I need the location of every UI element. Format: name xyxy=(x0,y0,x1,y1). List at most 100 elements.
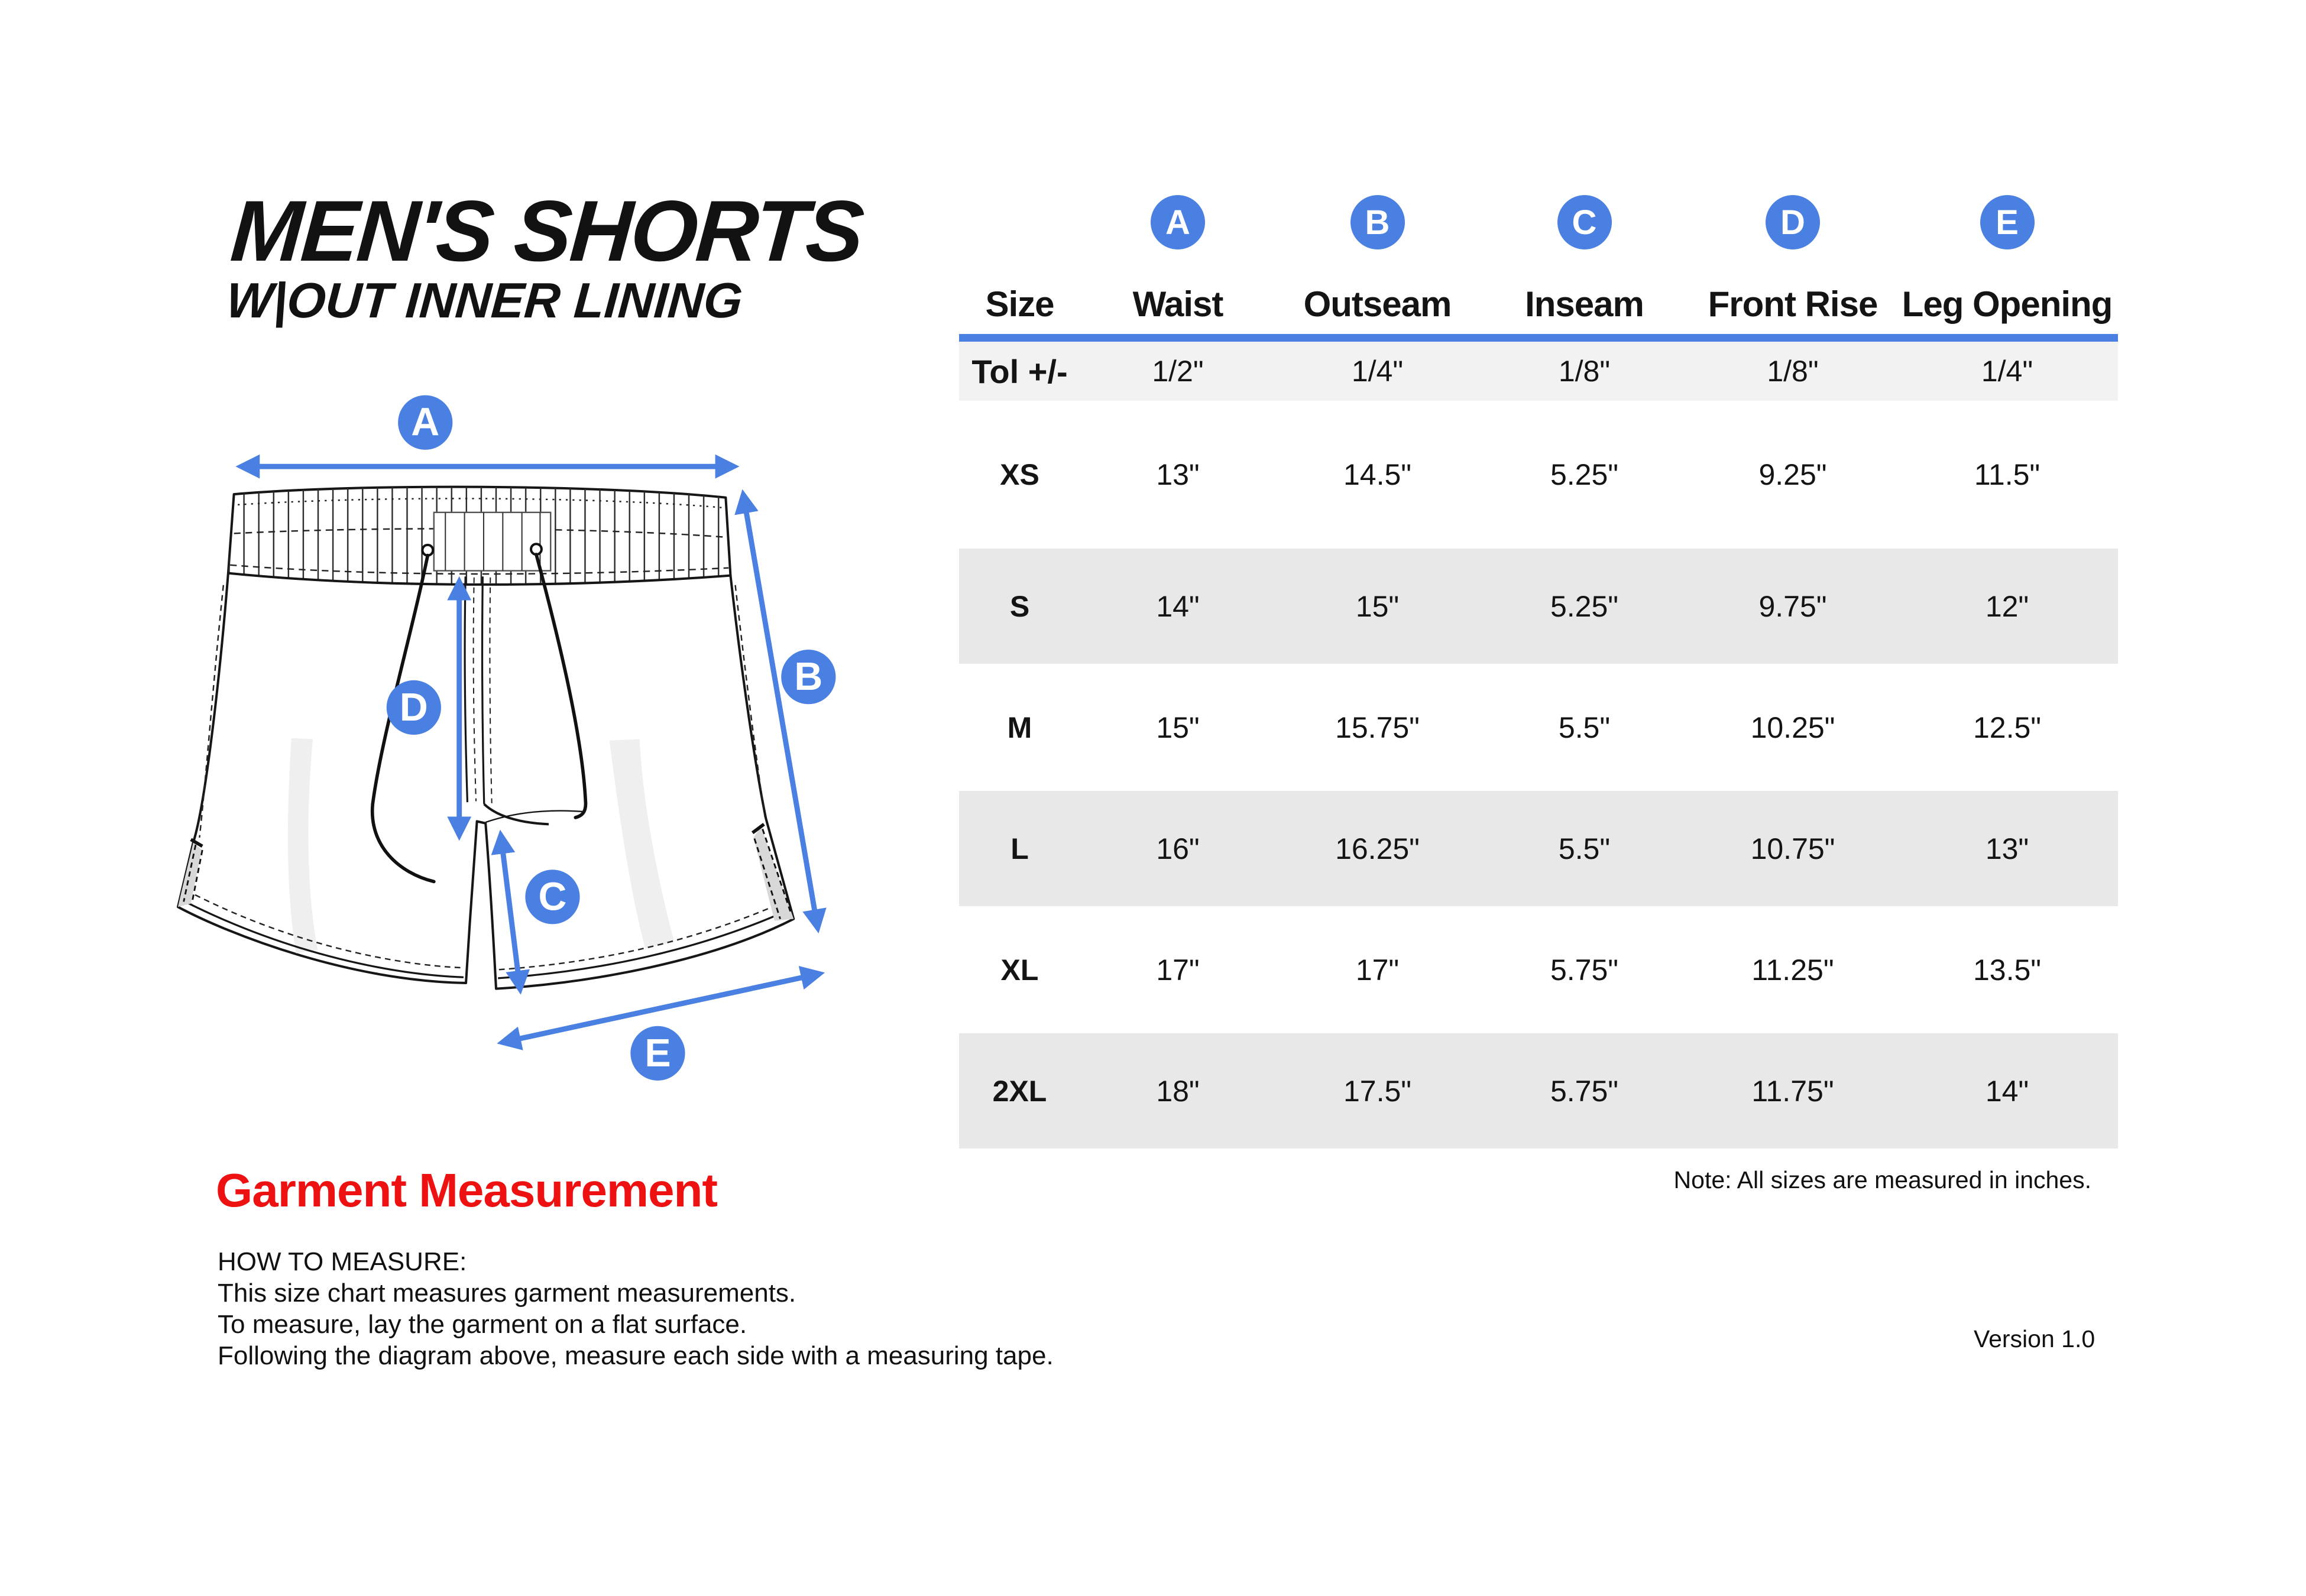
fly-right-line xyxy=(481,576,485,805)
header-outseam: Outseam xyxy=(1303,284,1452,324)
leg-opening-value: 14" xyxy=(1985,1074,2029,1108)
inseam-value: 5.25" xyxy=(1550,458,1619,491)
header-size: Size xyxy=(985,284,1054,324)
column-letters-row: A B C D E xyxy=(959,195,2118,262)
how-to-measure-line-1: This size chart measures garment measure… xyxy=(218,1279,796,1308)
how-to-measure-line-3: Following the diagram above, measure eac… xyxy=(218,1341,1054,1370)
inseam-value: 5.5" xyxy=(1558,711,1611,744)
product-title: MEN'S SHORTS xyxy=(228,183,866,279)
inseam-arrow-C xyxy=(491,829,530,995)
how-to-measure-line-2: To measure, lay the garment on a flat su… xyxy=(218,1310,747,1339)
outseam-value: 17.5" xyxy=(1343,1074,1412,1108)
left-slit-stitch-2 xyxy=(191,849,203,904)
inseam-value: 5.25" xyxy=(1550,589,1619,623)
leg-opening-value: 11.5" xyxy=(1974,458,2041,491)
waistband-top-stitch xyxy=(238,498,722,508)
tolerance-front-rise: 1/8" xyxy=(1767,355,1819,388)
front-rise-value: 9.75" xyxy=(1758,589,1827,623)
units-note: Note: All sizes are measured in inches. xyxy=(1673,1166,2091,1193)
outseam-value: 15.75" xyxy=(1335,711,1420,744)
left-hem-stitch xyxy=(186,889,461,969)
left-leg-shading xyxy=(287,738,318,953)
column-letter-c: C xyxy=(1557,195,1612,249)
tolerance-inseam: 1/8" xyxy=(1558,355,1611,388)
inseam-value: 5.5" xyxy=(1558,832,1611,865)
waist-value: 16" xyxy=(1156,832,1200,865)
size-label: XL xyxy=(1000,953,1039,987)
table-row-2xl: 2XL 18" 17.5" 5.75" 11.75" 14" xyxy=(959,1033,2118,1149)
table-row-m: M 15" 15.75" 5.5" 10.25" 12.5" xyxy=(959,664,2118,791)
table-row-s: S 14" 15" 5.25" 9.75" 12" xyxy=(959,549,2118,664)
size-label: L xyxy=(1011,832,1029,865)
diagram-label-C: C xyxy=(525,870,580,924)
drawcord-panel xyxy=(433,511,552,572)
crotch-seam xyxy=(483,803,549,826)
left-slit-stitch xyxy=(183,844,197,902)
waist-value: 15" xyxy=(1156,711,1200,744)
size-table: A B C D E Size Waist Outseam Inseam Fron… xyxy=(959,195,2118,1194)
front-rise-value: 9.25" xyxy=(1758,458,1827,491)
left-bartack xyxy=(190,838,203,848)
how-to-measure-block: HOW TO MEASURE: This size chart measures… xyxy=(218,1246,1054,1371)
header-inseam: Inseam xyxy=(1525,284,1644,324)
left-outseam-stitch xyxy=(199,585,225,838)
svg-text:A: A xyxy=(411,401,439,445)
tolerance-row: Tol +/- 1/2" 1/4" 1/8" 1/8" 1/4" xyxy=(959,342,2118,401)
right-leg-shading xyxy=(609,739,674,949)
outseam-value: 14.5" xyxy=(1343,458,1412,491)
shorts-flat-sketch: A B C D E xyxy=(176,395,836,1081)
product-subtitle: W|OUT INNER LINING xyxy=(224,273,744,328)
front-rise-value: 11.25" xyxy=(1751,953,1834,987)
front-rise-value: 10.25" xyxy=(1750,711,1835,744)
leg-opening-value: 13.5" xyxy=(1973,953,2042,987)
fly-center-stitch xyxy=(472,577,477,802)
leg-opening-value: 13" xyxy=(1985,832,2029,865)
title-block: MEN'S SHORTS W|OUT INNER LINING xyxy=(224,183,866,328)
waist-value: 17" xyxy=(1156,953,1200,987)
column-letter-a: A xyxy=(1151,195,1205,249)
diagram-label-A: A xyxy=(398,395,453,450)
leg-opening-value: 12.5" xyxy=(1973,711,2042,744)
svg-text:E: E xyxy=(644,1031,671,1075)
front-rise-value: 11.75" xyxy=(1751,1074,1834,1108)
fly-side-stitch xyxy=(489,577,493,803)
header-front-rise: Front Rise xyxy=(1708,284,1879,324)
outseam-value: 17" xyxy=(1355,953,1400,987)
outseam-value: 15" xyxy=(1355,589,1400,623)
panel-ribs xyxy=(445,512,541,571)
size-label: S xyxy=(1009,589,1030,623)
diagram-label-D: D xyxy=(386,680,441,735)
size-label: M xyxy=(1007,711,1032,744)
shorts-measurement-diagram: A B C D E xyxy=(148,384,887,1123)
tolerance-waist: 1/2" xyxy=(1152,355,1204,388)
column-letter-b: B xyxy=(1350,195,1405,249)
column-letter-e: E xyxy=(1980,195,2035,249)
version-label: Version 1.0 xyxy=(1974,1325,2096,1352)
size-label: 2XL xyxy=(992,1074,1047,1108)
leg-opening-value: 12" xyxy=(1985,589,2029,623)
waist-value: 13" xyxy=(1156,458,1200,491)
waistband-low-stitch xyxy=(230,564,729,575)
svg-text:B: B xyxy=(794,655,822,699)
waist-value: 18" xyxy=(1156,1074,1200,1108)
leg-opening-arrow-E xyxy=(497,966,825,1050)
column-letter-d: D xyxy=(1766,195,1820,249)
waist-value: 14" xyxy=(1156,589,1200,623)
diagram-label-B: B xyxy=(781,650,836,705)
table-row-xs: XS 13" 14.5" 5.25" 9.25" 11.5" xyxy=(959,401,2118,549)
size-label: XS xyxy=(1000,458,1039,491)
table-header-row: Size Waist Outseam Inseam Front Rise Leg… xyxy=(959,262,2118,342)
svg-text:D: D xyxy=(400,686,428,729)
svg-text:C: C xyxy=(539,875,567,919)
how-to-measure-title: HOW TO MEASURE: xyxy=(218,1247,467,1276)
left-drawcord xyxy=(370,553,436,884)
outseam-arrow-B xyxy=(734,489,827,934)
header-leg-opening: Leg Opening xyxy=(1902,284,2113,324)
inseam-value: 5.75" xyxy=(1550,1074,1619,1108)
front-rise-value: 10.75" xyxy=(1750,832,1835,865)
diagram-label-E: E xyxy=(630,1026,685,1081)
right-leg-top-curve xyxy=(485,810,586,823)
left-hem-inner-edge xyxy=(180,898,464,978)
inseam-value: 5.75" xyxy=(1550,953,1619,987)
